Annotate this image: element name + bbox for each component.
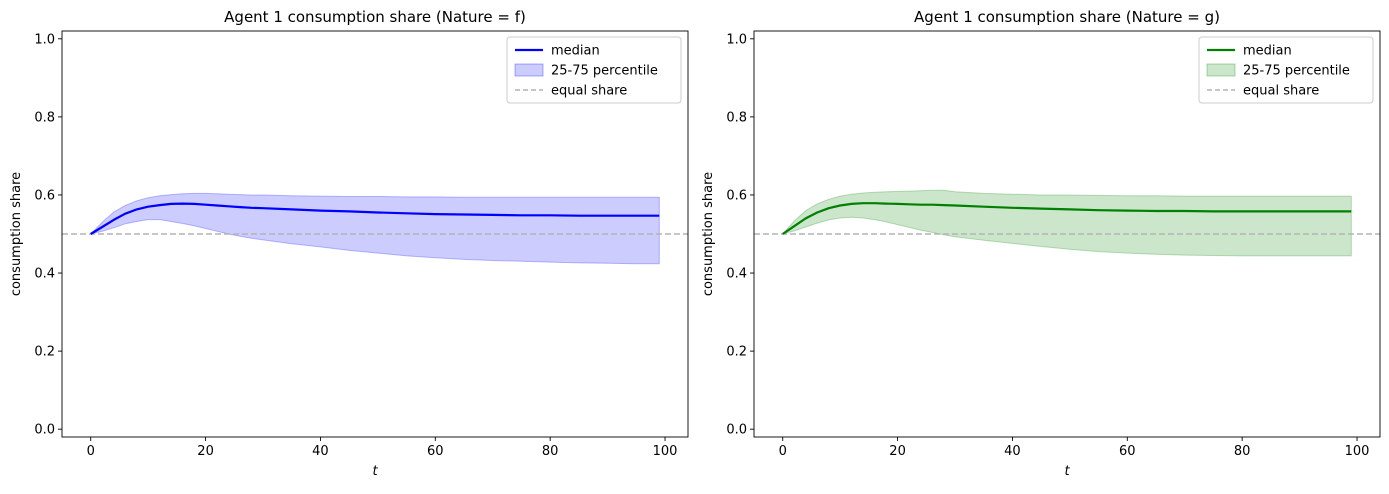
y-tick-label: 0.8 (726, 110, 747, 125)
x-tick-label: 20 (889, 444, 906, 459)
y-tick-label: 0.2 (726, 345, 747, 360)
legend-label: 25-75 percentile (1243, 64, 1350, 79)
y-tick-label: 0.4 (34, 267, 55, 282)
median-line (90, 202, 660, 235)
y-tick-label: 1.0 (34, 32, 55, 47)
y-axis-label: consumption share (9, 172, 24, 296)
y-tick-label: 0.2 (34, 345, 55, 360)
y-tick-label: 0.8 (34, 110, 55, 125)
legend-label: median (1243, 44, 1292, 59)
x-tick-label: 0 (87, 444, 95, 459)
legend-label: equal share (1243, 84, 1319, 99)
y-tick-label: 1.0 (726, 32, 747, 47)
legend-box (1198, 36, 1374, 104)
legend-band-swatch (514, 63, 544, 77)
axes-frame (61, 30, 689, 438)
chart-panel-1: 0 20 40 60 80 100 0.0 0.2 0.4 0.6 0.8 1.0 Agent 1 co… (9, 8, 689, 479)
x-tick-label: 100 (1345, 444, 1370, 459)
x-tick-label: 80 (1234, 444, 1251, 459)
percentile-band (89, 192, 660, 265)
x-tick-label: 20 (197, 444, 214, 459)
legend-label: median (551, 44, 600, 59)
chart-title: Agent 1 consumption share (Nature = g) (914, 8, 1220, 26)
y-tick-label: 0.6 (726, 188, 747, 203)
x-tick-label: 40 (1004, 444, 1021, 459)
median-line (782, 202, 1352, 235)
y-tick-label: 0.4 (726, 267, 747, 282)
y-axis-label: consumption share (701, 172, 716, 296)
chart-panel-2: 0 20 40 60 80 100 0.0 0.2 0.4 0.6 0.8 1.0 Agent 1 co… (701, 8, 1381, 479)
x-tick-label: 60 (427, 444, 444, 459)
x-tick-label: 40 (312, 444, 329, 459)
legend: median 25-75 percentile equal share (1198, 36, 1374, 104)
x-axis-label: t (372, 464, 378, 479)
y-tick-label: 0.6 (34, 188, 55, 203)
axes-frame (753, 30, 1381, 438)
legend-band-swatch (1206, 63, 1236, 77)
x-tick-label: 100 (653, 444, 678, 459)
x-axis-label: t (1064, 464, 1070, 479)
x-tick-label: 0 (779, 444, 787, 459)
legend: median 25-75 percentile equal share (506, 36, 682, 104)
legend-label: 25-75 percentile (551, 64, 658, 79)
y-tick-label: 0.0 (34, 423, 55, 438)
x-tick-label: 60 (1119, 444, 1136, 459)
percentile-band (781, 189, 1352, 257)
x-tick-label: 80 (542, 444, 559, 459)
chart-title: Agent 1 consumption share (Nature = f) (224, 8, 526, 26)
legend-label: equal share (551, 84, 627, 99)
legend-box (506, 36, 682, 104)
y-tick-label: 0.0 (726, 423, 747, 438)
